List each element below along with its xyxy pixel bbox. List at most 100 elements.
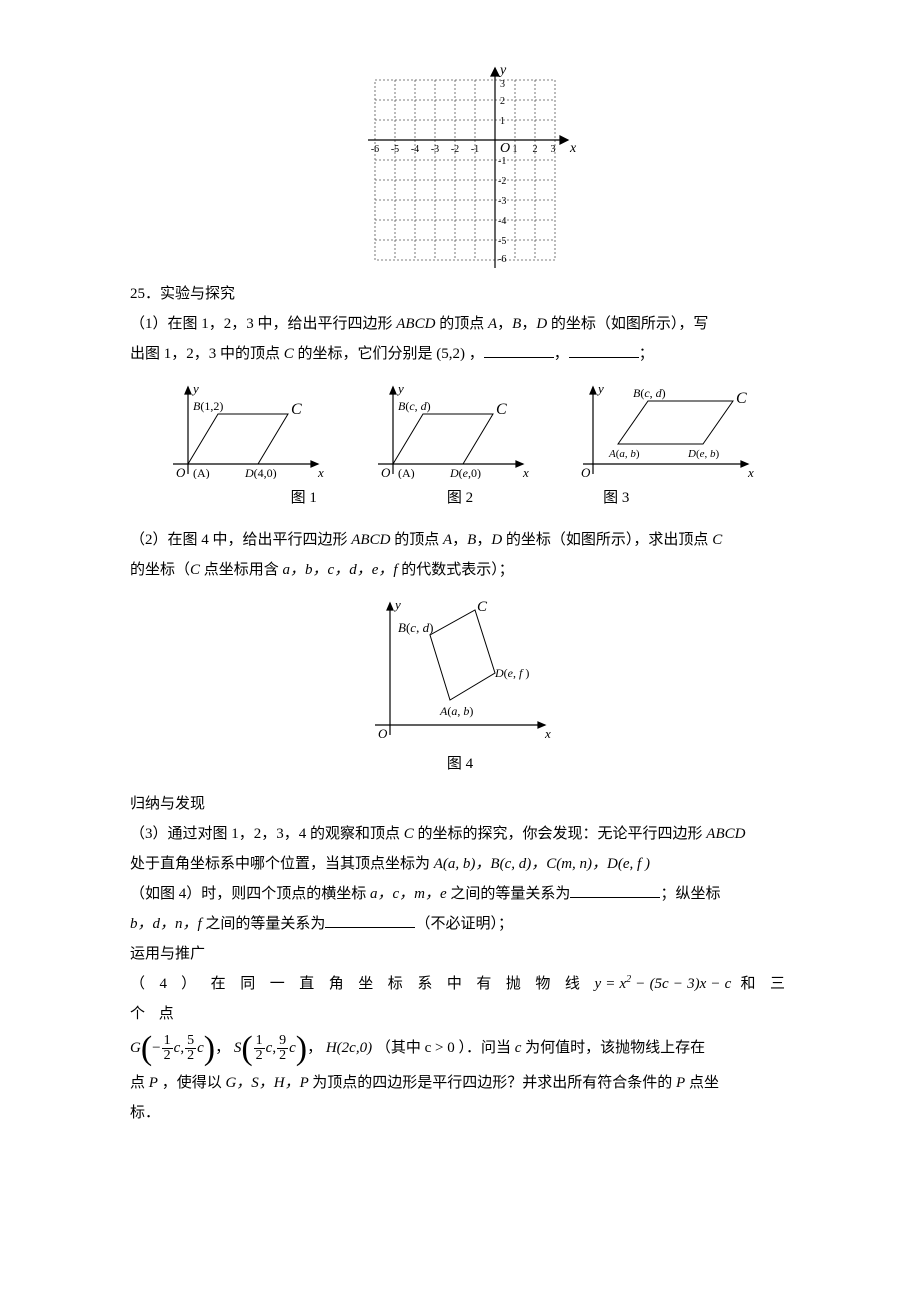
t: ，使得以: [158, 1075, 226, 1091]
svg-text:-5: -5: [391, 144, 399, 155]
svg-text:3: 3: [551, 144, 556, 155]
q25-part1b: 出图 1，2，3 中的顶点 C 的坐标，它们分别是 (5,2) ，，；: [130, 339, 790, 369]
t: 之间的等量关系为: [205, 916, 325, 932]
t: 之间的等量关系为: [450, 886, 570, 902]
fig3-svg: y x O A(a, b) B(c, d) C D(e, b): [573, 379, 758, 479]
svg-text:-4: -4: [498, 216, 506, 227]
t: （如图 4）时，则四个顶点的横坐标: [130, 886, 370, 902]
x: x: [317, 465, 324, 479]
svg-text:-2: -2: [498, 176, 506, 187]
xvars: a，c，m，e: [370, 886, 450, 902]
svg-text:B(c, d): B(c, d): [398, 620, 433, 635]
svg-text:-1: -1: [471, 144, 479, 155]
t: 的顶点: [435, 316, 488, 332]
svg-text:D(4,0): D(4,0): [244, 466, 277, 479]
yvars: b，d，n，f: [130, 916, 205, 932]
t: （2）在图 4 中，给出平行四边形: [130, 532, 351, 548]
t: 的代数式表示）；: [401, 562, 514, 578]
y-axis-label: y: [498, 63, 507, 78]
t: ；纵坐标: [660, 886, 720, 902]
blank-4[interactable]: [325, 912, 415, 928]
svg-text:-6: -6: [498, 254, 506, 265]
P: P: [149, 1075, 158, 1091]
q25-part4a: （ 4 ） 在 同 一 直 角 坐 标 系 中 有 抛 物 线 y = x2 −…: [130, 969, 790, 1029]
B: B: [467, 532, 476, 548]
t: 点坐: [685, 1075, 719, 1091]
B: B: [512, 316, 521, 332]
svg-text:-5: -5: [498, 236, 506, 247]
svg-text:D(e, f ): D(e, f ): [494, 666, 529, 680]
C: C: [284, 346, 294, 362]
C: C: [712, 532, 722, 548]
t: 点: [130, 1075, 149, 1091]
t: 出图 1，2，3 中的顶点: [130, 346, 284, 362]
C: C: [190, 562, 200, 578]
D: D: [536, 316, 547, 332]
q25-part3d: b，d，n，f 之间的等量关系为 （不必证明）；: [130, 909, 790, 939]
svg-text:D(e, b): D(e, b): [687, 448, 720, 460]
t: 的坐标（: [130, 562, 190, 578]
t: （ 4 ） 在 同 一 直 角 坐 标 系 中 有 抛 物 线: [130, 976, 594, 992]
svg-text:B(c, d): B(c, d): [633, 386, 666, 400]
y: y: [596, 381, 604, 396]
abcd: ABCD: [351, 532, 390, 548]
x: x: [522, 465, 529, 479]
O: O: [378, 726, 388, 741]
svg-text:-1: -1: [498, 156, 506, 167]
A: (A): [193, 466, 210, 479]
t: （不必证明）；: [415, 916, 513, 932]
C: C: [291, 401, 302, 418]
A: (A): [398, 466, 415, 479]
t: ；: [639, 346, 654, 362]
G: G: [130, 1040, 141, 1056]
C: C: [477, 599, 488, 615]
q25-part4b: G(−12c,52c)， S(12c,92c)， H(2c,0) （其中 c >…: [130, 1029, 790, 1068]
fig1-svg: y x O (A) B(1,2) C D(4,0): [163, 379, 328, 479]
C: C: [736, 390, 747, 407]
q25-part2b: 的坐标（C 点坐标用含 a，b，c，d，e，f 的代数式表示）；: [130, 555, 790, 585]
q25-part3c: （如图 4）时，则四个顶点的横坐标 a，c，m，e 之间的等量关系为 ；纵坐标: [130, 879, 790, 909]
t: 的坐标（如图所示），求出顶点: [502, 532, 712, 548]
svg-text:1: 1: [513, 144, 518, 155]
H: H(2c,0): [326, 1040, 372, 1056]
t: 的坐标（如图所示），写: [547, 316, 708, 332]
abcd: ABCD: [396, 316, 435, 332]
q25-part3b: 处于直角坐标系中哪个位置，当其顶点坐标为 A(a, b)，B(c, d)，C(m…: [130, 849, 790, 879]
svg-text:B(c, d): B(c, d): [398, 399, 431, 413]
blank-1[interactable]: [484, 342, 554, 358]
coords: A(a, b)，B(c, d)，C(m, n)，D(e, f ): [434, 856, 650, 872]
svg-text:2: 2: [533, 144, 538, 155]
t: 为顶点的四边形是平行四边形？并求出所有符合条件的: [312, 1075, 676, 1091]
blank-2[interactable]: [569, 342, 639, 358]
vars: a，b，c，d，e，f: [283, 562, 402, 578]
fig2-caption: 图 2: [447, 483, 473, 513]
t: 为何值时，该抛物线上存在: [521, 1040, 705, 1056]
svg-text:A(a, b): A(a, b): [608, 448, 640, 460]
C: C: [496, 401, 507, 418]
blank-3[interactable]: [570, 882, 660, 898]
A: A: [443, 532, 452, 548]
q25-title: 实验与探究: [160, 286, 235, 302]
section2-heading: 归纳与发现: [130, 789, 790, 819]
svg-text:-6: -6: [371, 144, 379, 155]
C: C: [404, 826, 414, 842]
t: ．问当: [466, 1040, 515, 1056]
D: D: [491, 532, 502, 548]
x: x: [747, 465, 754, 479]
svg-text:1: 1: [500, 116, 505, 127]
q25-heading: 25．实验与探究: [130, 279, 790, 309]
captions-1-3: 图 1 图 2 图 3: [130, 483, 790, 513]
t: （3）通过对图 1，2，3，4 的观察和顶点: [130, 826, 404, 842]
svg-text:-2: -2: [451, 144, 459, 155]
top-grid-figure: y x O -6 -5 -4 -3 -2 -1 1 2 3 1 2 3 -1 -…: [130, 60, 790, 275]
S: S: [234, 1040, 242, 1056]
O: O: [381, 465, 391, 479]
O: O: [581, 465, 591, 479]
fig4-caption: 图 4: [130, 749, 790, 779]
t: 处于直角坐标系中哪个位置，当其顶点坐标为: [130, 856, 434, 872]
q25-part4d: 标．: [130, 1098, 790, 1128]
y: y: [396, 381, 404, 396]
origin-label: O: [500, 141, 510, 156]
fig1-caption: 图 1: [291, 483, 317, 513]
t: ，: [554, 346, 569, 362]
